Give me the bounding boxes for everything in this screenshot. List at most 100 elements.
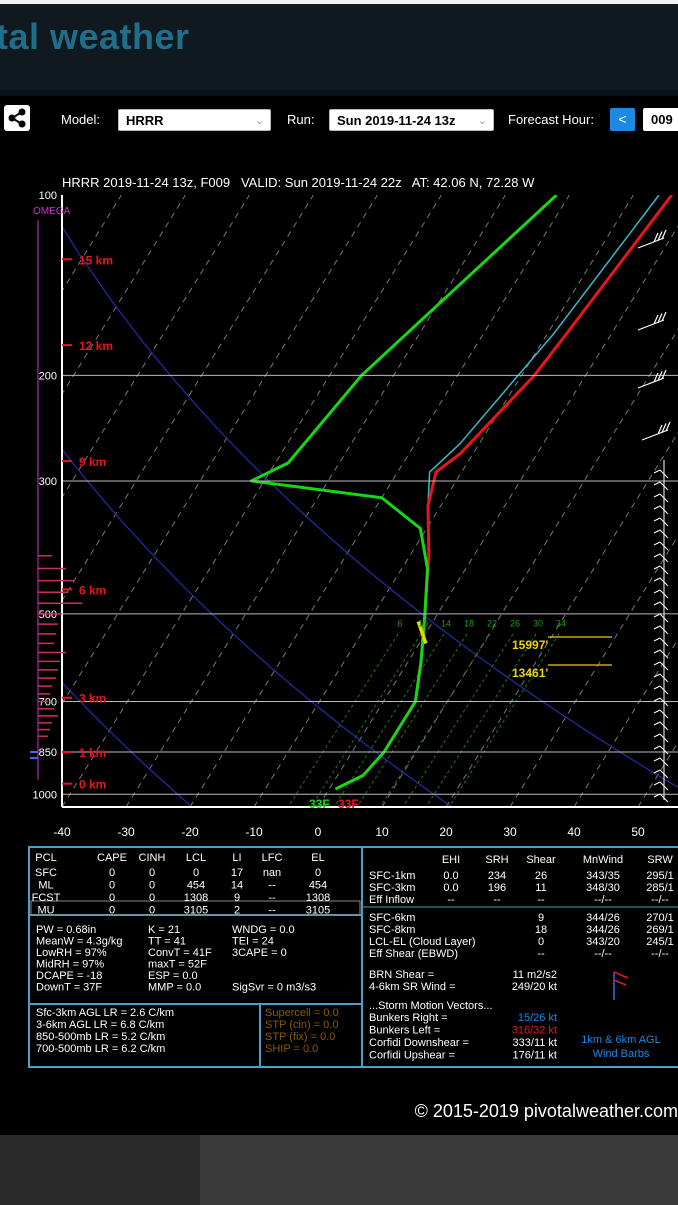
site-logo[interactable]: tal weather (0, 16, 190, 57)
mixing-ratio-line (425, 633, 537, 807)
index-text: 3CAPE = 0 (232, 947, 287, 959)
wind-barb-mini (653, 793, 661, 798)
dry-adiabat (62, 225, 678, 789)
param-cell: 0 (149, 880, 155, 892)
param-cell: 0 (109, 892, 115, 904)
barb-legend-icon (613, 979, 627, 986)
kinematics-header: EHI (442, 854, 460, 866)
kinematics-cell: --/-- (651, 894, 669, 906)
wind-barb-mini (653, 601, 661, 606)
param-header: CAPE (97, 852, 127, 864)
forecast-hour-select[interactable]: 009 (643, 108, 678, 131)
wind-barb-staff (641, 429, 669, 441)
param-cell: 0 (149, 867, 155, 879)
storm-motion-label: Bunkers Right = (369, 1012, 448, 1024)
height-marker-label: 3 km (79, 692, 106, 706)
height-marker-label: 1 km (79, 746, 106, 760)
prev-hour-button[interactable]: < (610, 108, 635, 131)
wind-barb-mini (653, 697, 661, 702)
wind-barb-flag (661, 311, 667, 322)
dry-adiabat (62, 448, 453, 807)
mixing-ratio-line (402, 633, 514, 807)
x-tick-label: 40 (567, 825, 581, 839)
wind-barb-staff (637, 237, 665, 249)
wind-barb-flag (653, 372, 659, 383)
wind-barb-mini (653, 673, 661, 678)
index-text: ESP = 0.0 (148, 970, 198, 982)
kinematics-cell: -- (447, 894, 455, 906)
kinematics-cell: 344/26 (586, 924, 620, 936)
kinematics-cell: --/-- (594, 894, 612, 906)
index-text: MeanW = 4.3g/kg (36, 936, 123, 948)
index-text: DCAPE = -18 (36, 970, 102, 982)
brn-shear-value: 11 m2/s2 (513, 969, 557, 981)
wind-barb-mini (653, 517, 661, 522)
hgz-label: 15997' (512, 638, 548, 652)
storm-motion-value: 333/11 kt (513, 1037, 557, 1049)
param-cell: 9 (234, 892, 240, 904)
kinematics-header: SRW (647, 854, 673, 866)
kinematics-cell: 285/1 (646, 882, 674, 894)
index-text: K = 21 (148, 924, 180, 936)
x-tick-label: -30 (117, 825, 135, 839)
mixing-ratio-label: 10 (418, 619, 428, 629)
pressure-label: 850 (39, 747, 57, 759)
mixing-ratio-label: 14 (441, 619, 451, 629)
height-marker-label: 6 km (79, 583, 106, 597)
wind-barb-flag (653, 232, 659, 243)
wind-barb-mini (653, 469, 661, 474)
param-cell: 0 (109, 880, 115, 892)
param-cell: nan (263, 867, 281, 879)
wind-barb-mini (653, 481, 661, 486)
kinematics-row-label: SFC-6km (369, 912, 415, 924)
model-select[interactable]: HRRR ⌄ (118, 109, 271, 131)
site-header: tal weather (0, 4, 678, 90)
param-cell: 0 (149, 905, 155, 917)
kinematics-cell: 343/20 (586, 936, 620, 948)
mixing-ratio-label: 26 (510, 619, 520, 629)
wind-barb-mini (653, 721, 661, 726)
kinematics-cell: --/-- (651, 948, 669, 960)
kinematics-cell: 0.0 (443, 870, 458, 882)
index-text: SigSvr = 0 m3/s3 (232, 982, 316, 994)
kinematics-cell: 343/35 (586, 870, 620, 882)
pressure-label: 300 (39, 476, 57, 488)
skewt-chart: HRRR 2019-11-24 13z, F009 VALID: Sun 201… (0, 140, 678, 1135)
share-button[interactable] (4, 105, 30, 131)
nav-strip (0, 90, 678, 96)
kinematics-cell: 11 (535, 882, 546, 894)
wind-barb-mini (653, 625, 661, 630)
kinematics-row-label: SFC-3km (369, 882, 415, 894)
lapse-rate-text: 850-500mb LR = 5.2 C/km (36, 1031, 165, 1043)
wind-barb (637, 369, 667, 389)
run-select[interactable]: Sun 2019-11-24 13z ⌄ (329, 109, 494, 131)
wind-barb-mini (653, 781, 661, 786)
mixing-ratio-label: 6 (397, 619, 402, 629)
mixing-ratio-line (448, 633, 560, 807)
kinematics-header: Shear (526, 854, 556, 866)
lapse-rate-text: Sfc-3km AGL LR = 2.6 C/km (36, 1007, 174, 1019)
index-text: DownT = 37F (36, 982, 102, 994)
kinematics-cell: 295/1 (646, 870, 674, 882)
kinematics-row-label: Eff Shear (EBWD) (369, 948, 458, 960)
index-text: PW = 0.68in (36, 924, 96, 936)
wind-barb-mini (653, 637, 661, 642)
kinematics-cell: 0.0 (443, 882, 458, 894)
param-cell: 0 (109, 867, 115, 879)
wind-barb-mini (653, 769, 661, 774)
storm-motion-value: 176/11 kt (513, 1050, 557, 1062)
wind-barb-mini (653, 589, 661, 594)
wind-barb (637, 229, 667, 249)
wind-barb-mini (653, 493, 661, 498)
wind-barb-mini (653, 733, 661, 738)
kinematics-row-label: SFC-1km (369, 870, 415, 882)
kinematics-row-label: LCL-EL (Cloud Layer) (369, 936, 476, 948)
height-marker-label: 9 km (79, 455, 106, 469)
plot-area: 6 10 14 18 22 26 30 341002003005007008501000-40… (30, 190, 678, 839)
kinematics-cell: 26 (535, 870, 547, 882)
pressure-label: 1000 (33, 789, 57, 801)
index-text: ConvT = 41F (148, 947, 212, 959)
x-tick-label: 10 (375, 825, 389, 839)
mixing-ratio-label: 34 (556, 619, 566, 629)
